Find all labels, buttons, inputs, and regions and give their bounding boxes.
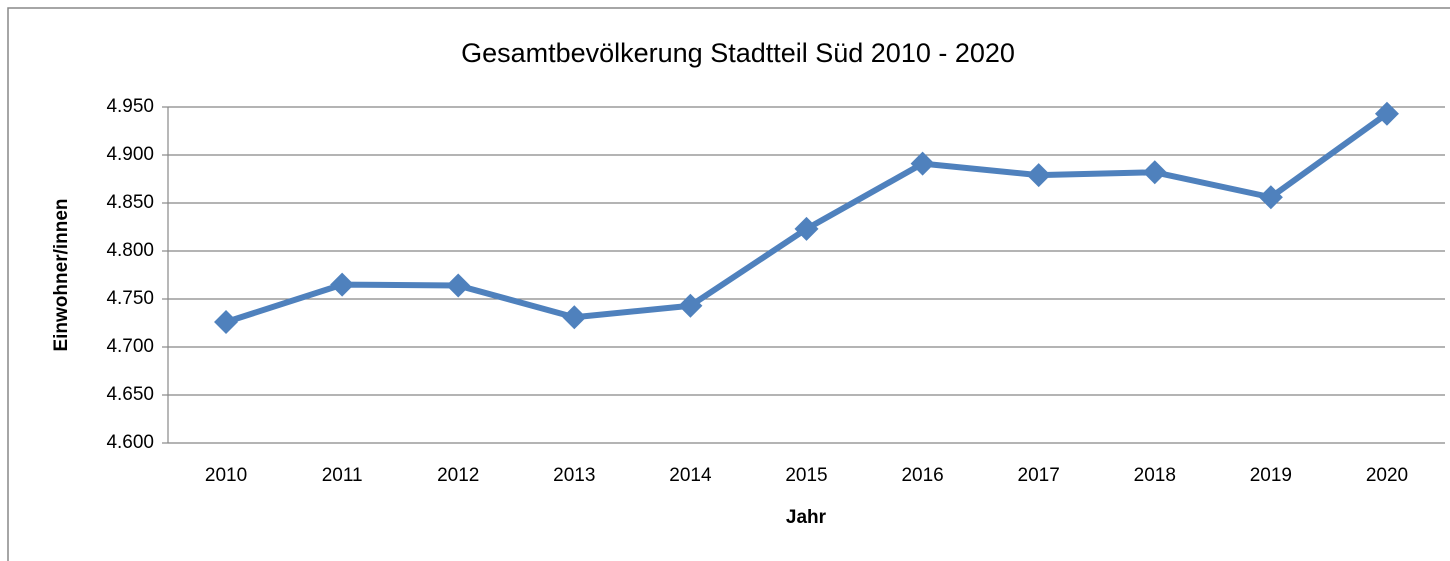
y-tick-label: 4.750 <box>106 288 154 309</box>
y-tick-label: 4.950 <box>106 96 154 117</box>
x-tick-label: 2012 <box>437 465 479 486</box>
x-tick-label: 2017 <box>1018 465 1060 486</box>
x-tick-label: 2013 <box>553 465 595 486</box>
y-tick-label: 4.650 <box>106 384 154 405</box>
data-point <box>1374 101 1399 126</box>
x-tick-label: 2020 <box>1366 465 1408 486</box>
chart-frame <box>7 7 1450 561</box>
data-point <box>214 310 239 335</box>
x-tick-label: 2018 <box>1134 465 1176 486</box>
chart-title: Gesamtbevölkerung Stadtteil Süd 2010 - 2… <box>461 38 1015 68</box>
y-tick-label: 4.850 <box>106 192 154 213</box>
y-tick-label: 4.600 <box>106 432 154 453</box>
data-point <box>910 151 935 176</box>
data-point <box>1258 185 1283 210</box>
data-point <box>330 272 355 297</box>
data-point <box>562 305 587 330</box>
x-axis-label: Jahr <box>786 507 827 528</box>
x-tick-label: 2010 <box>205 465 247 486</box>
data-point <box>678 293 703 318</box>
data-point <box>446 273 471 298</box>
x-tick-label: 2014 <box>669 465 712 486</box>
y-axis-label: Einwohner/innen <box>51 198 72 351</box>
x-tick-label: 2016 <box>901 465 943 486</box>
y-tick-label: 4.700 <box>106 336 154 357</box>
x-tick-label: 2011 <box>322 465 363 486</box>
data-point <box>1026 163 1051 188</box>
data-point <box>794 216 819 241</box>
y-tick-label: 4.900 <box>106 144 154 165</box>
x-tick-label: 2015 <box>785 465 827 486</box>
x-tick-label: 2019 <box>1250 465 1292 486</box>
data-point <box>1142 160 1167 185</box>
y-tick-label: 4.800 <box>106 240 154 261</box>
